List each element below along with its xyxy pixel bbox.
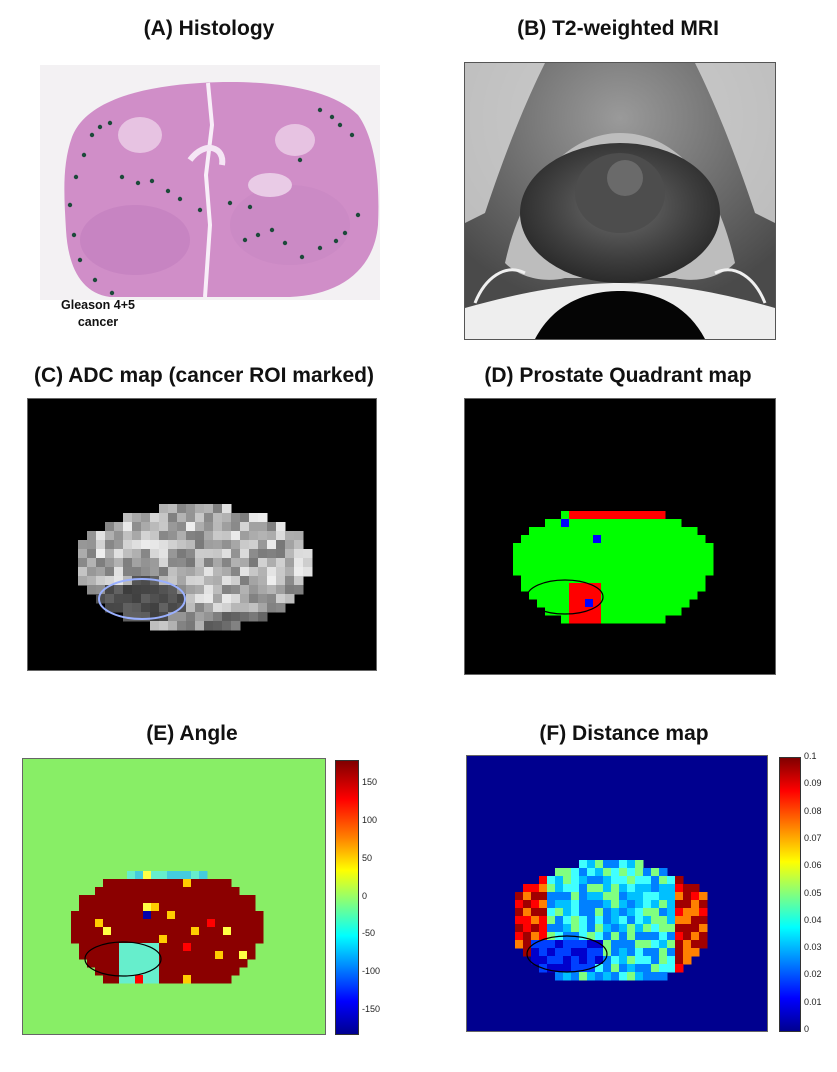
colorbar-tick-label: 0.02: [804, 969, 822, 980]
colorbar-tick-label: -50: [362, 928, 376, 939]
histology-caption-line2: cancer: [77, 315, 119, 329]
histology-image: [40, 65, 380, 300]
colorbar-tick-label: 0: [362, 890, 368, 901]
cancer-roi-outline-d: [526, 579, 604, 615]
panel-d-title: (D) Prostate Quadrant map: [484, 364, 752, 387]
colorbar-tick-label: 0.07: [804, 832, 822, 843]
colorbar-tick-label: 0: [804, 1024, 810, 1034]
angle-colorbar: [335, 760, 359, 1035]
colorbar-tick-label: 0.08: [804, 805, 822, 816]
colorbar-tick-label: -100: [362, 966, 381, 977]
colorbar-tick-label: 0.03: [804, 942, 822, 953]
panel-b-title: (B) T2-weighted MRI: [517, 17, 719, 40]
colorbar-tick-label: 0.04: [804, 914, 822, 925]
angle-map-svg: [23, 759, 325, 1034]
colorbar-tick-label: 0.1: [804, 751, 817, 761]
colorbar-tick-label: 0.09: [804, 778, 822, 789]
distance-colorbar: [779, 757, 801, 1032]
quadrant-map-svg: [513, 511, 714, 624]
colorbar-tick-label: 150: [362, 776, 378, 787]
histology-caption-line1: Gleason 4+5: [61, 298, 135, 312]
colorbar-tick-label: 0.06: [804, 860, 822, 871]
angle-map-image: [22, 758, 326, 1035]
colorbar-tick-label: 0.01: [804, 996, 822, 1007]
adc-map-image: [27, 398, 377, 671]
histology-caption: Gleason 4+5 cancer: [48, 297, 148, 331]
panel-f-title: (F) Distance map: [539, 722, 709, 745]
adc-map-svg: [78, 504, 313, 631]
colorbar-tick-label: 100: [362, 814, 378, 825]
t2-mri-svg: [465, 63, 775, 339]
distance-map-svg: [515, 860, 708, 981]
panel-e-title: (E) Angle: [146, 722, 238, 745]
cancer-roi-outline-f: [526, 935, 608, 973]
distance-map-image: [466, 755, 768, 1032]
panel-c-title: (C) ADC map (cancer ROI marked): [34, 364, 374, 387]
colorbar-tick-label: -150: [362, 1004, 381, 1015]
colorbar-tick-label: 0.05: [804, 887, 822, 898]
cancer-roi-outline: [98, 578, 186, 620]
cancer-roi-outline-e: [84, 941, 162, 977]
t2-mri-image: [464, 62, 776, 340]
histology-svg: [40, 65, 380, 300]
quadrant-map-image: [464, 398, 776, 675]
panel-a-title: (A) Histology: [143, 17, 275, 40]
colorbar-tick-label: 50: [362, 852, 373, 863]
